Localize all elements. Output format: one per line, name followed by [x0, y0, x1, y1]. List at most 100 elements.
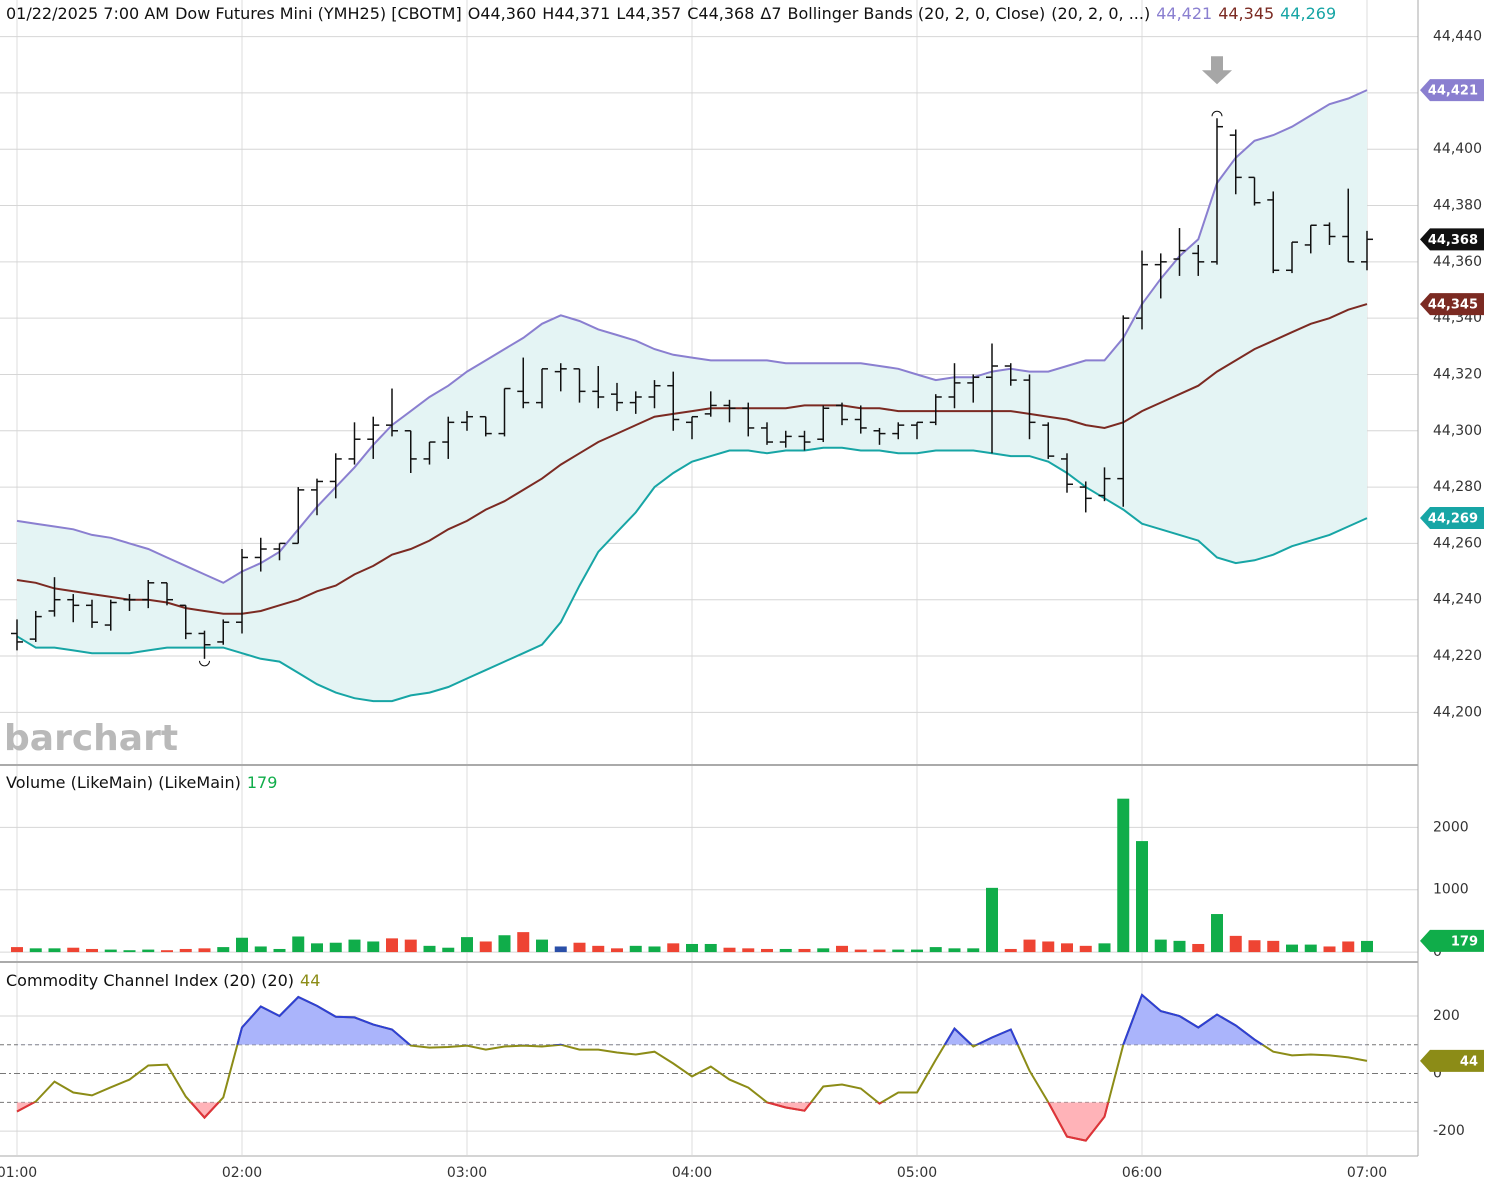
- y-tick-label: 44,400: [1433, 141, 1482, 157]
- band-line: [16, 446, 1368, 703]
- volume-bar: [142, 949, 155, 953]
- y-tick-label: -200: [1433, 1123, 1465, 1139]
- volume-bar: [929, 947, 942, 953]
- volume-bar: [498, 935, 511, 953]
- volume-bar: [779, 948, 792, 953]
- volume-bar: [423, 945, 436, 953]
- volume-bar: [67, 947, 80, 953]
- y-tick-label: 44,360: [1433, 254, 1482, 270]
- symbol: Dow Futures Mini (YMH25) [CBOTM]: [175, 4, 462, 23]
- volume-bar: [161, 950, 173, 953]
- volume-bar: [1323, 946, 1336, 953]
- volume-bar: [967, 948, 980, 953]
- middle-band-value: 44,345: [1218, 4, 1274, 23]
- volume-bar: [836, 945, 848, 953]
- y-tick-label: 1000: [1433, 882, 1469, 898]
- y-tick-label: 44,280: [1433, 479, 1482, 495]
- x-tick-label: 06:00: [1122, 1165, 1162, 1181]
- axis-layer: 01:00 02:00 03:00 04:00 05:00 06:00 07:00 44,20…: [0, 29, 1484, 1181]
- y-tick-label: 44,300: [1433, 423, 1482, 439]
- x-tick-label: 02:00: [222, 1165, 262, 1181]
- volume-bar: [479, 941, 492, 953]
- value-badge-label: 44,368: [1428, 233, 1478, 248]
- volume-bar: [404, 939, 417, 953]
- high-arrow: [1202, 56, 1232, 85]
- y-tick-label: 44,320: [1433, 366, 1482, 382]
- volume-bar: [86, 948, 98, 953]
- y-tick-label: 2000: [1433, 819, 1469, 835]
- volume-bar: [1004, 948, 1017, 953]
- volume-bar: [1117, 798, 1130, 953]
- volume-bar: [367, 941, 380, 953]
- y-tick-label: 200: [1433, 1008, 1460, 1024]
- volume-bar: [461, 937, 473, 953]
- volume-bar: [11, 947, 23, 953]
- y-tick-label: 44,200: [1433, 704, 1482, 720]
- change-label: Δ7: [760, 4, 781, 23]
- chart-header: 01/22/2025 7:00 AM Dow Futures Mini (YMH2…: [6, 4, 1336, 23]
- volume-bar: [648, 946, 661, 953]
- volume-bar: [742, 948, 755, 953]
- watermark: barchart: [4, 718, 178, 759]
- volume-bar: [1286, 944, 1298, 953]
- y-tick-label: 44,380: [1433, 198, 1482, 214]
- y-tick-label: 44,220: [1433, 648, 1482, 664]
- volume-bar: [311, 943, 323, 953]
- y-tick-label: 44,240: [1433, 592, 1482, 608]
- volume-bar: [1023, 939, 1036, 953]
- upper-band-value: 44,421: [1156, 4, 1212, 23]
- volume-bar: [386, 938, 398, 953]
- volume-bar: [1267, 940, 1280, 953]
- volume-study: Volume (LikeMain) (LikeMain): [6, 773, 241, 792]
- volume-bar: [761, 948, 773, 953]
- open-label: O44,360: [468, 4, 537, 23]
- cci-oversold-fill: [17, 1102, 1367, 1141]
- volume-bar: [348, 939, 361, 953]
- volume-bar: [292, 936, 305, 953]
- volume-bar: [104, 949, 117, 953]
- volume-bar: [854, 949, 867, 953]
- y-tick-label: 44,260: [1433, 535, 1482, 551]
- volume-bar: [1361, 940, 1373, 953]
- study-label: Bollinger Bands (20, 2, 0, Close): [788, 4, 1046, 23]
- volume-bar: [817, 948, 830, 953]
- band-fill: [17, 90, 1367, 702]
- low-marker: [199, 660, 210, 667]
- volume-bar: [611, 948, 623, 953]
- value-badge-label: 44,421: [1428, 84, 1478, 99]
- value-badge-label: 44,269: [1428, 512, 1478, 527]
- volume-bar: [986, 887, 998, 953]
- volume-bar: [1098, 943, 1111, 953]
- y-tick-label: 0: [1433, 1066, 1442, 1082]
- cci-study: Commodity Channel Index (20) (20): [6, 971, 294, 990]
- volume-bar: [686, 943, 698, 953]
- value-badge: [1420, 79, 1484, 102]
- volume-bar: [911, 949, 923, 953]
- volume-bar: [629, 945, 642, 953]
- data-layer: [11, 56, 1373, 1142]
- volume-bar: [1136, 841, 1148, 953]
- value-badge: [1420, 228, 1484, 251]
- close-label: C44,368: [687, 4, 754, 23]
- y-tick-label: 0: [1433, 944, 1442, 960]
- cci-last: 44: [300, 971, 320, 990]
- volume-bar: [442, 947, 455, 953]
- volume-bar: [1061, 943, 1073, 953]
- volume-bar: [798, 948, 811, 953]
- x-tick-label: 04:00: [672, 1165, 712, 1181]
- volume-bar: [536, 939, 548, 953]
- x-tick-label: 05:00: [897, 1165, 937, 1181]
- volume-title: Volume (LikeMain) (LikeMain) 179: [6, 773, 277, 792]
- volume-bar: [723, 947, 736, 953]
- volume-bar: [892, 949, 905, 953]
- volume-bar: [29, 948, 42, 953]
- cci-line-overbought: [236, 993, 1265, 1045]
- value-badge: [1420, 293, 1484, 316]
- volume-last: 179: [247, 773, 278, 792]
- volume-bar: [592, 945, 605, 953]
- volume-bar: [1304, 944, 1317, 953]
- volume-bar: [948, 948, 961, 953]
- volume-bar: [517, 932, 530, 953]
- value-badge: [1420, 507, 1484, 530]
